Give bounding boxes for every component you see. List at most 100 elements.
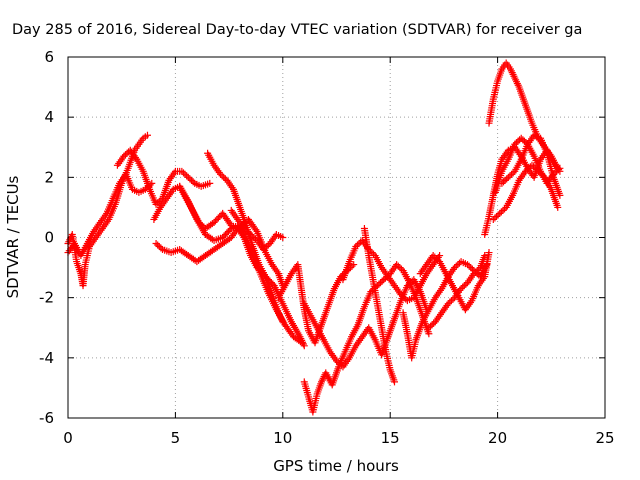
data-point bbox=[444, 300, 452, 308]
data-point bbox=[152, 200, 160, 208]
data-point bbox=[407, 279, 415, 287]
data-point bbox=[501, 176, 509, 184]
data-point bbox=[400, 294, 408, 302]
data-point bbox=[523, 166, 531, 174]
data-series-15 bbox=[425, 252, 489, 332]
data-point bbox=[154, 241, 162, 249]
data-point bbox=[522, 167, 530, 175]
data-point bbox=[378, 277, 386, 285]
data-point bbox=[481, 252, 489, 260]
data-point bbox=[467, 264, 475, 272]
data-point bbox=[460, 282, 468, 290]
data-series-16 bbox=[416, 249, 493, 314]
data-series-20 bbox=[491, 134, 564, 196]
data-point bbox=[451, 264, 459, 272]
data-series-3 bbox=[113, 146, 214, 208]
data-point bbox=[499, 206, 507, 214]
data-point bbox=[556, 164, 564, 172]
chart-title: Day 285 of 2016, Sidereal Day-to-day VTE… bbox=[12, 22, 582, 38]
data-point bbox=[123, 149, 131, 157]
data-point bbox=[155, 197, 163, 205]
data-point bbox=[152, 240, 160, 248]
data-point bbox=[399, 292, 407, 300]
data-series-11 bbox=[300, 276, 431, 371]
data-point bbox=[501, 205, 509, 213]
data-point bbox=[259, 246, 267, 254]
data-series-9 bbox=[275, 261, 358, 347]
data-point bbox=[261, 244, 269, 252]
data-series-12 bbox=[339, 237, 444, 305]
data-point bbox=[464, 261, 472, 269]
y-axis-label: SDTVAR / TECUs bbox=[4, 175, 22, 298]
data-point bbox=[470, 270, 478, 278]
y-tick-label: 2 bbox=[44, 168, 54, 186]
data-point bbox=[240, 224, 248, 232]
data-point bbox=[380, 276, 388, 284]
y-tick-label: 0 bbox=[44, 229, 54, 247]
data-point bbox=[186, 175, 194, 183]
data-point bbox=[183, 172, 191, 180]
data-point bbox=[496, 209, 504, 217]
data-point bbox=[179, 169, 187, 177]
data-point bbox=[242, 226, 250, 234]
data-point bbox=[425, 324, 433, 332]
data-point bbox=[426, 322, 434, 330]
data-point bbox=[352, 243, 360, 251]
plot-frame bbox=[67, 56, 606, 419]
x-tick-label: 15 bbox=[381, 429, 400, 447]
data-point bbox=[428, 321, 436, 329]
data-point bbox=[473, 267, 481, 275]
data-point bbox=[497, 208, 505, 216]
y-tick-label: -6 bbox=[39, 409, 54, 427]
y-tick-label: -2 bbox=[39, 289, 54, 307]
data-point bbox=[554, 166, 562, 174]
data-point bbox=[494, 211, 502, 219]
data-point bbox=[217, 170, 225, 178]
data-point bbox=[397, 291, 405, 299]
data-point bbox=[489, 215, 497, 223]
data-point bbox=[394, 262, 402, 270]
data-point bbox=[556, 191, 564, 199]
data-point bbox=[429, 252, 437, 260]
data-point bbox=[498, 179, 506, 187]
x-tick-label: 25 bbox=[595, 429, 614, 447]
data-point bbox=[390, 378, 398, 386]
data-point bbox=[425, 330, 433, 338]
data-point bbox=[520, 137, 528, 145]
data-point bbox=[500, 178, 508, 186]
x-tick-label: 10 bbox=[273, 429, 292, 447]
data-point bbox=[220, 173, 228, 181]
data-point bbox=[517, 134, 525, 142]
data-point bbox=[188, 176, 196, 184]
data-point bbox=[436, 252, 444, 260]
data-point bbox=[336, 360, 344, 368]
data-point bbox=[189, 178, 197, 186]
data-point bbox=[279, 234, 287, 241]
data-point bbox=[431, 253, 439, 261]
data-series-10 bbox=[300, 261, 433, 416]
data-series-8 bbox=[227, 206, 287, 254]
data-point bbox=[503, 175, 511, 183]
data-point bbox=[157, 244, 165, 252]
data-point bbox=[452, 262, 460, 270]
data-point bbox=[248, 232, 256, 240]
data-point bbox=[393, 261, 401, 269]
data-point bbox=[154, 199, 162, 207]
data-point bbox=[252, 226, 260, 234]
data-point bbox=[434, 256, 442, 264]
data-series-13 bbox=[360, 224, 398, 386]
data-point bbox=[279, 318, 287, 326]
data-point bbox=[475, 265, 483, 273]
data-point bbox=[120, 152, 128, 160]
data-point bbox=[504, 173, 512, 181]
data-point bbox=[370, 250, 378, 258]
data-point bbox=[367, 288, 375, 296]
data-point bbox=[514, 137, 522, 145]
data-point bbox=[368, 249, 376, 257]
data-points bbox=[64, 59, 564, 416]
data-point bbox=[334, 358, 342, 366]
data-series-21 bbox=[498, 131, 564, 199]
data-point bbox=[218, 172, 226, 180]
data-point bbox=[506, 172, 514, 180]
